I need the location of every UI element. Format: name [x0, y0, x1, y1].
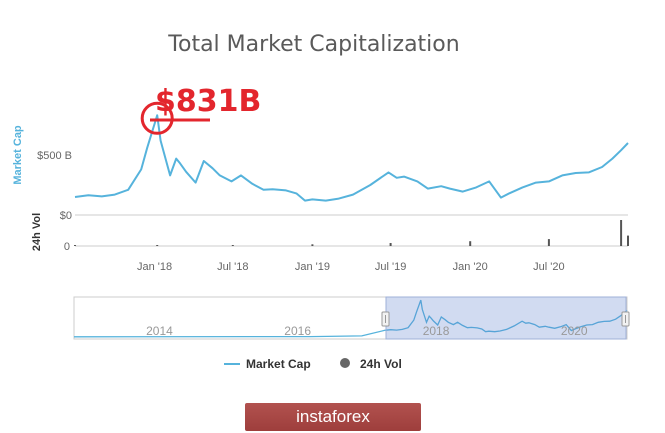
watermark-banner — [245, 403, 421, 431]
legend-swatch-24h-vol — [340, 358, 350, 368]
x-tick-label: Jan '19 — [295, 261, 330, 273]
y-axis-label-24h-vol: 24h Vol — [31, 213, 43, 251]
annotation-label: $831B — [155, 84, 261, 119]
volume-bar — [389, 243, 392, 246]
legend-item-24h-vol[interactable]: 24h Vol — [340, 357, 402, 371]
legend: Market Cap 24h Vol — [224, 357, 402, 371]
legend-item-market-cap[interactable]: Market Cap — [224, 357, 311, 371]
x-tick-label: Jul '18 — [217, 261, 248, 273]
volume-bars — [74, 220, 629, 246]
y-axis-label-market-cap: Market Cap — [12, 125, 24, 185]
vol-tick-zero: 0 — [64, 241, 70, 253]
legend-label-market-cap: Market Cap — [246, 357, 311, 371]
volume-bar — [620, 220, 623, 246]
market-cap-series-line — [74, 114, 629, 202]
volume-bar — [311, 244, 314, 246]
volume-bar — [156, 245, 159, 246]
navigator-year-label: 2014 — [146, 324, 173, 338]
volume-bar — [231, 245, 234, 246]
x-tick-label: Jul '19 — [375, 261, 406, 273]
navigator[interactable]: 2014 2016 2018 2020 — [73, 296, 630, 340]
legend-label-24h-vol: 24h Vol — [360, 357, 402, 371]
x-axis-ticks: Jan '18 Jul '18 Jan '19 Jul '19 Jan '20 Jul '… — [137, 261, 565, 273]
chart-title: Total Market Capitalization — [167, 32, 459, 57]
navigator-year-label: 2020 — [561, 324, 588, 338]
price-annotation: $831B — [140, 84, 261, 135]
navigator-year-labels: 2014 2016 2018 2020 — [146, 324, 588, 338]
navigator-year-label: 2018 — [423, 324, 450, 338]
y-tick-zero: $0 — [60, 210, 72, 222]
navigator-series-line — [73, 299, 628, 338]
volume-bar — [547, 239, 550, 246]
x-tick-label: Jan '20 — [453, 261, 488, 273]
volume-bar — [627, 235, 629, 246]
volume-bar — [74, 245, 76, 246]
x-tick-label: Jan '18 — [137, 261, 172, 273]
volume-bar — [469, 241, 472, 246]
navigator-year-label: 2016 — [284, 324, 311, 338]
peak-highlight-circle — [140, 101, 174, 135]
y-tick-500b: $500 B — [37, 150, 72, 162]
watermark-text: instaforex — [296, 407, 370, 426]
navigator-frame — [73, 296, 628, 340]
x-tick-label: Jul '20 — [533, 261, 564, 273]
navigator-selection[interactable] — [385, 296, 627, 340]
